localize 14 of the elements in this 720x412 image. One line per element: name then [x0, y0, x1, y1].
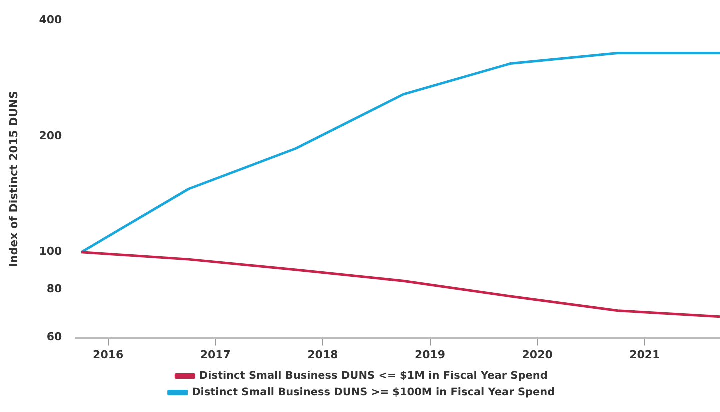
- legend-label: Distinct Small Business DUNS <= $1M in Fiscal Year Spend: [199, 370, 548, 382]
- y-tick-label: 400: [39, 13, 62, 26]
- y-tick-label: 80: [46, 282, 63, 296]
- y-axis-title: Index of Distinct 2015 DUNS: [7, 91, 20, 268]
- x-tick-label: 2021: [630, 348, 660, 362]
- x-tick-label: 2020: [522, 348, 554, 362]
- x-tick-label: 2016: [93, 348, 124, 362]
- x-tick-label: 2017: [200, 348, 231, 362]
- x-tick-label: 2018: [308, 348, 338, 362]
- y-tick-label: 100: [39, 245, 62, 258]
- y-tick-label: 200: [39, 129, 62, 142]
- x-tick-label: 2019: [414, 348, 446, 362]
- y-tick-label: 60: [46, 330, 63, 344]
- legend-label: Distinct Small Business DUNS >= $100M in Fiscal Year Spend: [192, 386, 556, 398]
